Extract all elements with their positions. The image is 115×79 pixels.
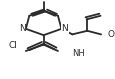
Text: O: O bbox=[106, 30, 113, 39]
Text: N: N bbox=[61, 24, 68, 33]
Text: NH: NH bbox=[72, 49, 84, 58]
Text: Cl: Cl bbox=[9, 41, 18, 50]
Text: N: N bbox=[19, 24, 26, 33]
